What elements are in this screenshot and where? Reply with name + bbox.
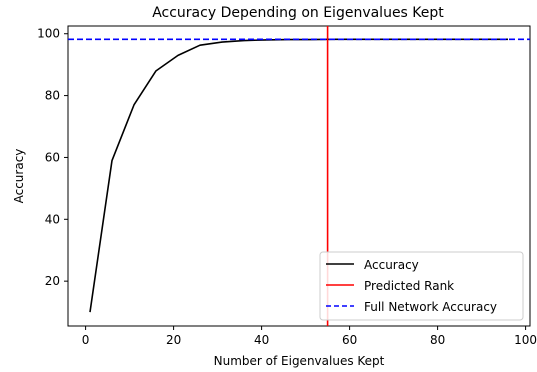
legend: Accuracy Predicted Rank Full Network Acc… [319, 251, 524, 321]
y-tick-label: 20 [45, 274, 60, 288]
x-tick-label: 0 [82, 333, 90, 347]
legend-box [319, 251, 524, 321]
legend-label-predicted-rank: Predicted Rank [364, 279, 454, 293]
x-tick-label: 60 [342, 333, 357, 347]
x-tick-label: 20 [166, 333, 181, 347]
legend-label-full-network-accuracy: Full Network Accuracy [364, 300, 497, 314]
y-axis-ticks: 20 40 60 80 100 [37, 27, 68, 288]
x-tick-label: 80 [430, 333, 445, 347]
y-tick-label: 80 [45, 89, 60, 103]
chart-title: Accuracy Depending on Eigenvalues Kept [152, 5, 444, 21]
x-tick-label: 100 [514, 333, 537, 347]
legend-label-accuracy: Accuracy [364, 258, 419, 272]
y-axis-label: Accuracy [12, 149, 26, 204]
plot-area-frame [67, 25, 531, 327]
x-axis-ticks: 0 20 40 60 80 100 [82, 326, 537, 347]
y-tick-label: 60 [45, 150, 60, 164]
y-tick-label: 100 [37, 27, 60, 41]
x-tick-label: 40 [254, 333, 269, 347]
x-axis-label: Number of Eigenvalues Kept [214, 354, 385, 368]
y-tick-label: 40 [45, 212, 60, 226]
